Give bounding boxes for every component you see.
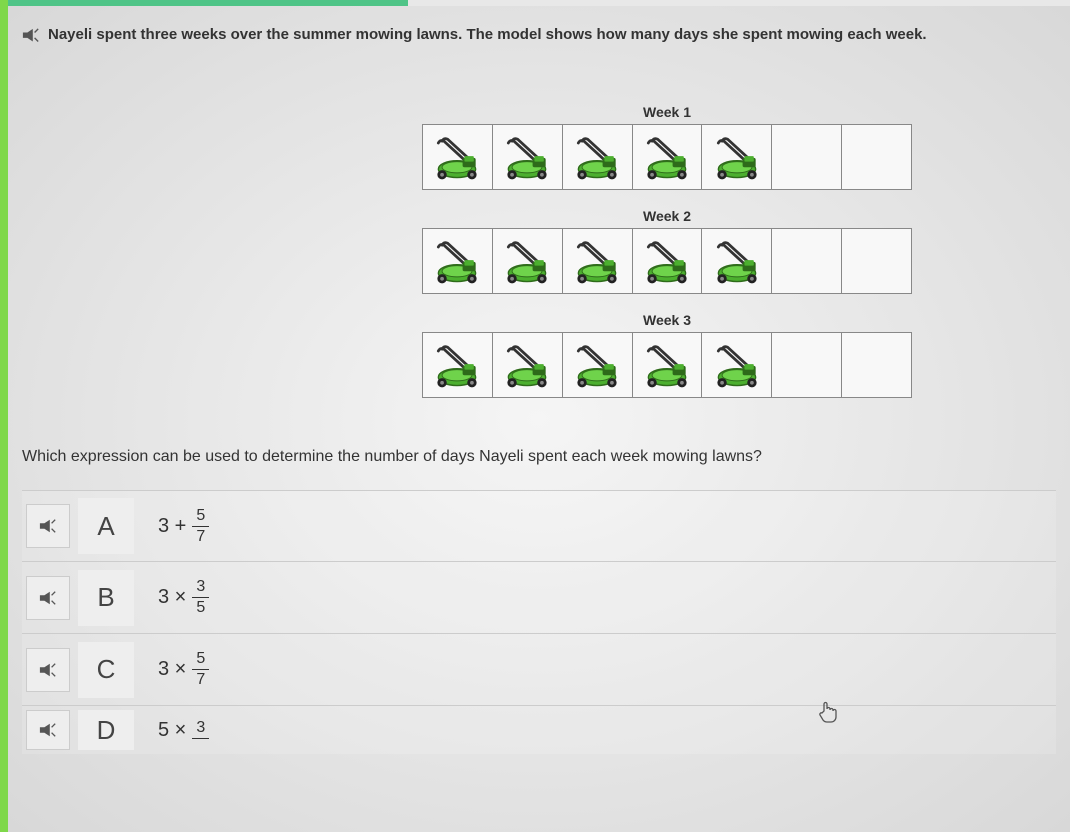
day-cell-empty: [772, 333, 842, 397]
day-cell-empty: [772, 229, 842, 293]
speaker-icon[interactable]: [22, 28, 40, 44]
cursor-icon: [818, 701, 838, 728]
expression-prefix: 3 ×: [158, 658, 186, 681]
day-cell-filled: [493, 125, 563, 189]
week-block: Week 2: [422, 208, 1056, 294]
weeks-model: Week 1: [422, 104, 1056, 398]
answer-row[interactable]: D 5 × 3: [22, 706, 1056, 754]
fraction: 57: [192, 651, 209, 688]
answer-expression: 3 × 57: [158, 651, 209, 688]
day-cell-filled: [633, 333, 703, 397]
fraction-denominator: 5: [192, 598, 209, 616]
expression-prefix: 5 ×: [158, 719, 186, 742]
day-cell-filled: [702, 333, 772, 397]
day-cell-filled: [702, 229, 772, 293]
speaker-icon[interactable]: [26, 504, 70, 548]
day-cell-empty: [842, 125, 911, 189]
fraction: 35: [192, 579, 209, 616]
week-block: Week 1: [422, 104, 1056, 190]
speaker-icon[interactable]: [26, 710, 70, 750]
week-label: Week 2: [422, 208, 912, 224]
fraction-denominator: 7: [192, 670, 209, 688]
answer-row[interactable]: C 3 × 57: [22, 634, 1056, 706]
expression-prefix: 3 +: [158, 515, 186, 538]
answer-row[interactable]: B 3 × 35: [22, 562, 1056, 634]
fraction: 57: [192, 508, 209, 545]
fraction-numerator: 3: [192, 720, 209, 739]
day-cell-filled: [563, 229, 633, 293]
answer-row[interactable]: A 3 + 57: [22, 490, 1056, 562]
fraction-numerator: 5: [192, 651, 209, 670]
day-cell-filled: [493, 229, 563, 293]
followup-question: Which expression can be used to determin…: [22, 448, 1056, 466]
fraction: 3: [192, 720, 209, 741]
speaker-icon[interactable]: [26, 576, 70, 620]
answer-letter[interactable]: D: [78, 710, 134, 750]
fraction-numerator: 3: [192, 579, 209, 598]
left-accent-bar: [0, 0, 8, 832]
answer-expression: 3 + 57: [158, 508, 209, 545]
question-text: Nayeli spent three weeks over the summer…: [48, 26, 927, 43]
week-row: [422, 124, 912, 190]
day-cell-filled: [702, 125, 772, 189]
question-row: Nayeli spent three weeks over the summer…: [22, 26, 1056, 44]
day-cell-filled: [563, 125, 633, 189]
day-cell-filled: [423, 333, 493, 397]
day-cell-filled: [493, 333, 563, 397]
day-cell-filled: [633, 229, 703, 293]
day-cell-empty: [772, 125, 842, 189]
answer-expression: 3 × 35: [158, 579, 209, 616]
answer-choices: A3 +57B3 ×35C3 ×57D5 ×3: [22, 490, 1056, 754]
day-cell-empty: [842, 229, 911, 293]
content-area: Nayeli spent three weeks over the summer…: [8, 6, 1070, 832]
day-cell-filled: [563, 333, 633, 397]
week-label: Week 3: [422, 312, 912, 328]
speaker-icon[interactable]: [26, 648, 70, 692]
day-cell-empty: [842, 333, 911, 397]
day-cell-filled: [423, 229, 493, 293]
answer-letter[interactable]: C: [78, 642, 134, 698]
week-row: [422, 228, 912, 294]
fraction-denominator: [197, 739, 205, 741]
answer-letter[interactable]: B: [78, 570, 134, 626]
week-row: [422, 332, 912, 398]
week-block: Week 3: [422, 312, 1056, 398]
expression-prefix: 3 ×: [158, 586, 186, 609]
week-label: Week 1: [422, 104, 912, 120]
answer-letter[interactable]: A: [78, 498, 134, 554]
answer-expression: 5 × 3: [158, 719, 209, 742]
fraction-numerator: 5: [192, 508, 209, 527]
day-cell-filled: [633, 125, 703, 189]
day-cell-filled: [423, 125, 493, 189]
fraction-denominator: 7: [192, 527, 209, 545]
